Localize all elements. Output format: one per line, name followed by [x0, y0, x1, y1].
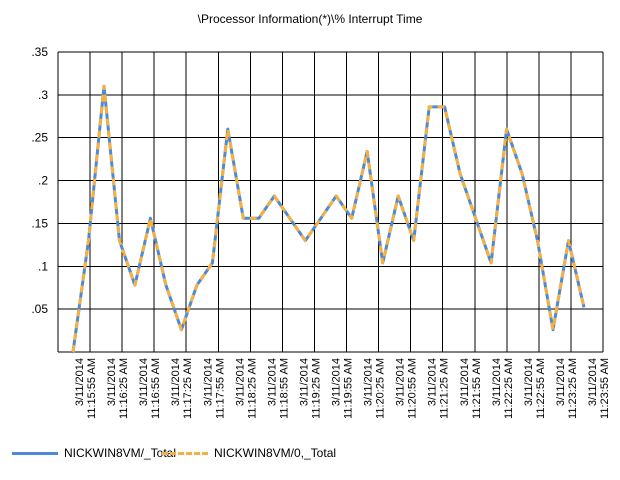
x-tick-label: 3/11/2014 11:22:55 AM	[523, 358, 547, 419]
x-tick-label: 3/11/2014 11:22:25 AM	[491, 358, 515, 419]
legend-swatch-dashed	[162, 451, 208, 455]
x-tick-time: 11:15:55 AM	[86, 358, 98, 419]
x-tick-date: 3/11/2014	[331, 358, 343, 406]
x-tick-label: 3/11/2014 11:20:55 AM	[395, 358, 419, 419]
x-tick-time: 11:23:25 AM	[567, 358, 579, 419]
x-tick-label: 3/11/2014 11:17:25 AM	[170, 358, 194, 419]
y-tick-label: .05	[31, 302, 48, 316]
y-tick-label: .2	[38, 174, 48, 188]
legend-item-cpu0: NICKWIN8VM/0,_Total	[162, 446, 336, 460]
x-tick-date: 3/11/2014	[202, 358, 214, 406]
y-tick-label: .15	[31, 216, 48, 230]
x-tick-date: 3/11/2014	[170, 358, 182, 406]
x-tick-date: 3/11/2014	[395, 358, 407, 406]
x-tick-time: 11:17:25 AM	[182, 358, 194, 419]
y-tick-label: .35	[31, 45, 48, 59]
x-tick-label: 3/11/2014 11:21:55 AM	[459, 358, 483, 419]
series-line-total	[71, 84, 586, 353]
y-tick-label: .1	[38, 259, 48, 273]
x-tick-date: 3/11/2014	[138, 358, 150, 406]
x-tick-label: 3/11/2014 11:23:55 AM	[587, 358, 611, 419]
y-tick-label: .3	[38, 88, 48, 102]
x-tick-time: 11:19:55 AM	[343, 358, 355, 419]
x-tick-date: 3/11/2014	[234, 358, 246, 406]
x-tick-time: 11:18:55 AM	[278, 358, 290, 419]
legend-label: NICKWIN8VM/_Total	[64, 446, 177, 460]
x-tick-time: 11:16:25 AM	[118, 358, 130, 419]
x-tick-date: 3/11/2014	[491, 358, 503, 406]
x-tick-label: 3/11/2014 11:17:55 AM	[202, 358, 226, 419]
x-tick-date: 3/11/2014	[555, 358, 567, 406]
x-tick-time: 11:18:25 AM	[246, 358, 258, 419]
y-tick-label: .25	[31, 131, 48, 145]
x-tick-date: 3/11/2014	[74, 358, 86, 406]
x-tick-label: 3/11/2014 11:16:25 AM	[106, 358, 130, 419]
x-tick-label: 3/11/2014 11:20:25 AM	[363, 358, 387, 419]
x-tick-date: 3/11/2014	[266, 358, 278, 406]
x-tick-time: 11:19:25 AM	[310, 358, 322, 419]
x-tick-date: 3/11/2014	[106, 358, 118, 406]
x-tick-time: 11:16:55 AM	[150, 358, 162, 419]
x-tick-time: 11:22:55 AM	[535, 358, 547, 419]
x-tick-time: 11:17:55 AM	[214, 358, 226, 419]
x-tick-label: 3/11/2014 11:18:25 AM	[234, 358, 258, 419]
legend-label: NICKWIN8VM/0,_Total	[214, 446, 337, 460]
x-tick-date: 3/11/2014	[363, 358, 375, 406]
x-tick-date: 3/11/2014	[587, 358, 599, 406]
x-tick-date: 3/11/2014	[427, 358, 439, 406]
x-tick-date: 3/11/2014	[298, 358, 310, 406]
legend-item-total: NICKWIN8VM/_Total	[12, 446, 176, 460]
x-tick-label: 3/11/2014 11:19:55 AM	[331, 358, 355, 419]
x-tick-time: 11:22:25 AM	[503, 358, 515, 419]
x-tick-time: 11:21:55 AM	[471, 358, 483, 419]
x-tick-time: 11:20:55 AM	[407, 358, 419, 419]
x-tick-time: 11:21:25 AM	[439, 358, 451, 419]
x-tick-date: 3/11/2014	[459, 358, 471, 406]
x-tick-label: 3/11/2014 11:23:25 AM	[555, 358, 579, 419]
x-tick-label: 3/11/2014 11:19:25 AM	[298, 358, 322, 419]
x-tick-time: 11:23:55 AM	[599, 358, 611, 419]
x-tick-time: 11:20:25 AM	[375, 358, 387, 419]
x-tick-label: 3/11/2014 11:15:55 AM	[74, 358, 98, 419]
chart-title: \Processor Information(*)\% Interrupt Ti…	[197, 12, 423, 26]
x-tick-date: 3/11/2014	[523, 358, 535, 406]
legend-swatch-solid	[12, 451, 58, 455]
x-tick-label: 3/11/2014 11:16:55 AM	[138, 358, 162, 419]
x-tick-label: 3/11/2014 11:18:55 AM	[266, 358, 290, 419]
x-tick-label: 3/11/2014 11:21:25 AM	[427, 358, 451, 419]
